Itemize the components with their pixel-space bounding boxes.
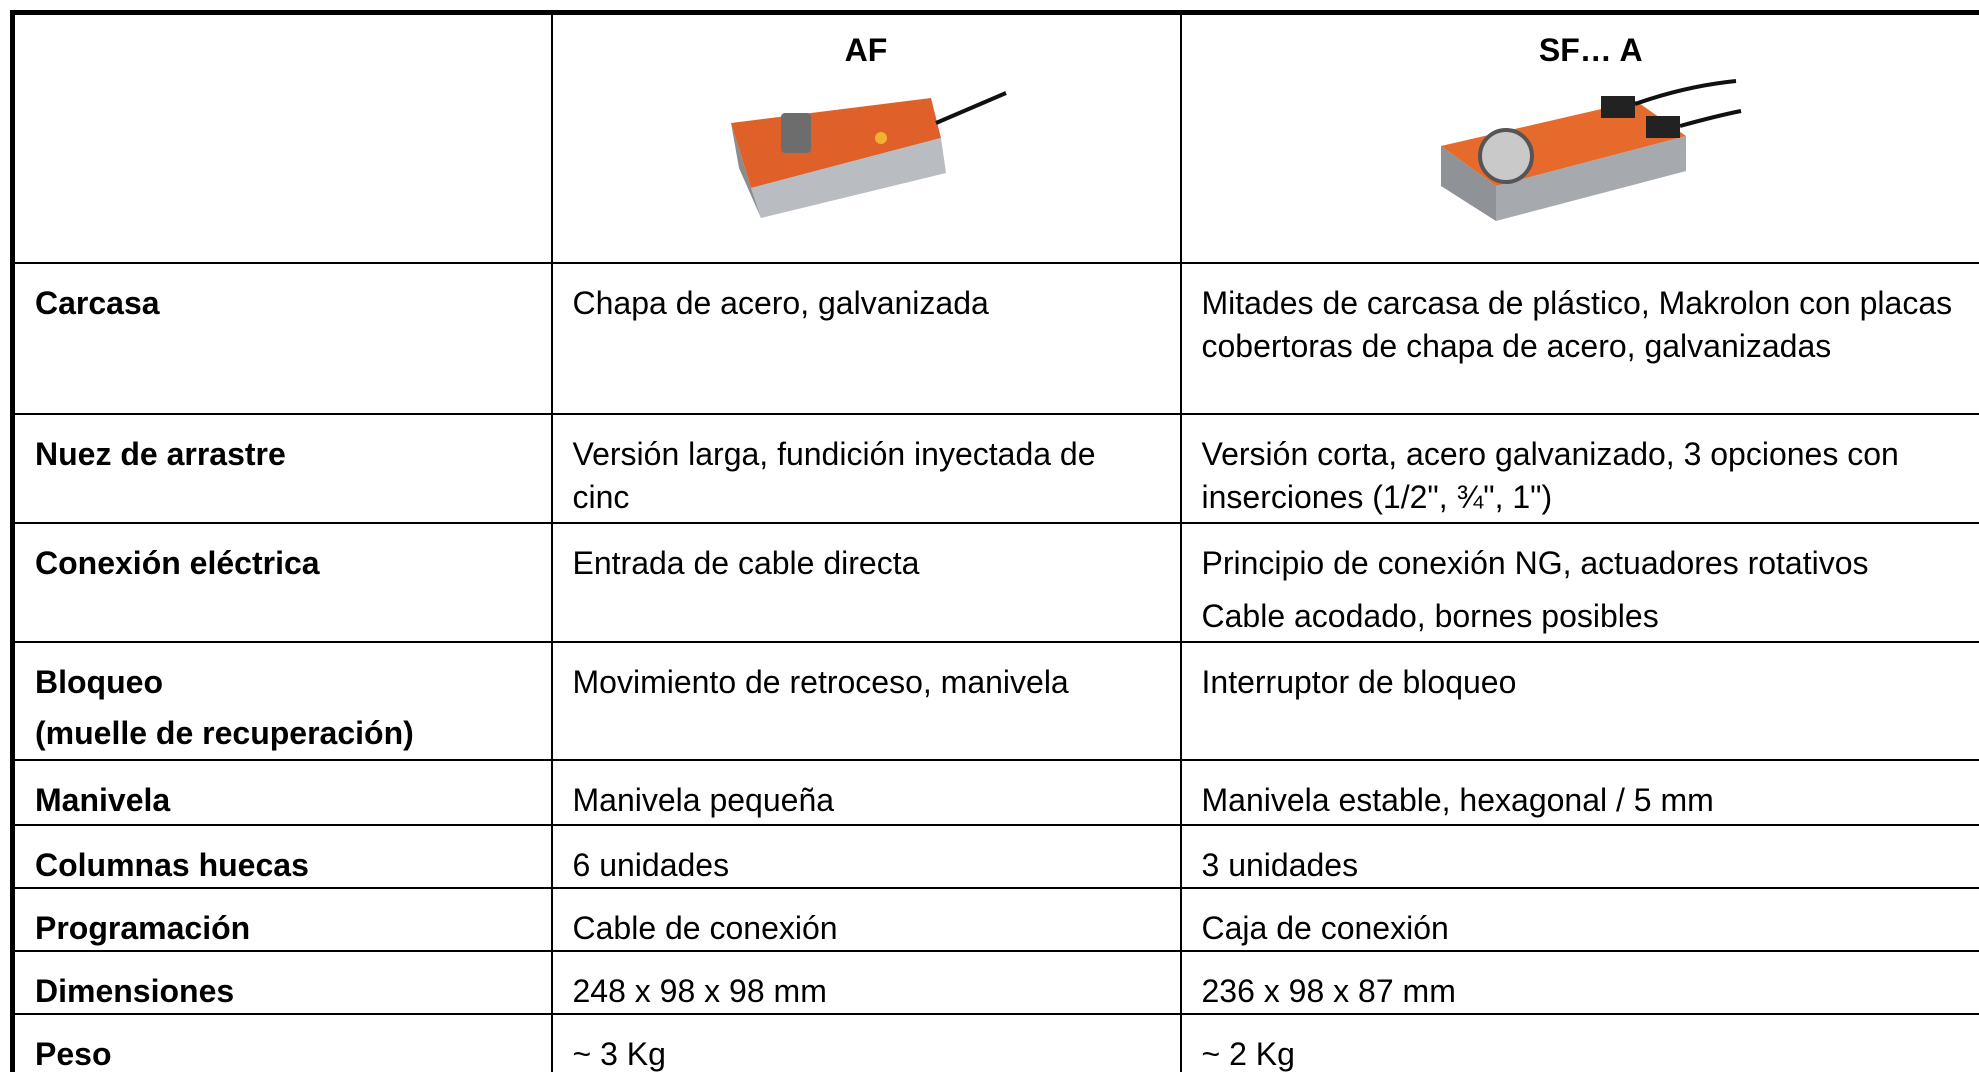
sf-cell: Mitades de carcasa de plástico, Makrolon… bbox=[1179, 261, 1979, 415]
af-cell: 6 unidades bbox=[550, 823, 1182, 889]
cell-text: Programación bbox=[35, 909, 251, 946]
cell-text: Movimiento de retroceso, manivela bbox=[572, 663, 1069, 700]
cell-text: 3 unidades bbox=[1201, 846, 1359, 883]
row-label: Conexión eléctrica bbox=[11, 521, 553, 643]
cell-text: Mitades de carcasa de plástico, Makrolon… bbox=[1201, 284, 1953, 364]
row-label: Bloqueo (muelle de recuperación) bbox=[11, 640, 553, 761]
header-sf: SF… A bbox=[1538, 32, 1643, 68]
header-cell: AF bbox=[550, 11, 1182, 264]
cell-text: Manivela pequeña bbox=[572, 781, 835, 818]
cell-text: Manivela estable, hexagonal / 5 mm bbox=[1201, 781, 1714, 818]
sf-cell: 236 x 98 x 87 mm bbox=[1179, 949, 1979, 1015]
row-label: Carcasa bbox=[11, 261, 553, 415]
af-cell: Versión larga, fundición inyectada de ci… bbox=[550, 412, 1182, 524]
row-label: Manivela bbox=[11, 758, 553, 826]
table-row: Conexión eléctrica Entrada de cable direc… bbox=[11, 521, 1979, 643]
sf-cell: Versión corta, acero galvanizado, 3 opci… bbox=[1179, 412, 1979, 524]
row-label: Dimensiones bbox=[11, 949, 553, 1015]
af-cell: Movimiento de retroceso, manivela bbox=[550, 640, 1182, 761]
comparison-table: AF SF… A bbox=[10, 10, 1979, 1072]
header-cell: SF… A bbox=[1179, 11, 1979, 264]
empty-cell bbox=[11, 11, 553, 264]
af-cell: Entrada de cable directa bbox=[550, 521, 1182, 643]
header-af: AF bbox=[844, 32, 888, 68]
row-label: Peso bbox=[11, 1012, 553, 1072]
row-label: Programación bbox=[11, 886, 553, 952]
cell-text: Cable acodado, bornes posibles bbox=[1201, 597, 1659, 634]
cell-text: Columnas huecas bbox=[35, 846, 309, 883]
sf-cell: Interruptor de bloqueo bbox=[1179, 640, 1979, 761]
cell-text: Chapa de acero, galvanizada bbox=[572, 284, 989, 321]
row-label: Columnas huecas bbox=[11, 823, 553, 889]
cell-text: Versión corta, acero galvanizado, 3 opci… bbox=[1201, 435, 1899, 515]
af-cell: 248 x 98 x 98 mm bbox=[550, 949, 1182, 1015]
table-row: Manivela Manivela pequeña Manivela estable… bbox=[11, 758, 1979, 826]
af-cell: ~ 3 Kg bbox=[550, 1012, 1182, 1072]
cell-text: Manivela bbox=[35, 781, 171, 818]
table-row: Peso ~ 3 Kg ~ 2 Kg bbox=[11, 1012, 1979, 1072]
cell-text: Bloqueo bbox=[35, 663, 163, 700]
cell-text: (muelle de recuperación) bbox=[35, 714, 414, 751]
cell-text: Conexión eléctrica bbox=[35, 544, 320, 581]
sf-cell: Principio de conexión NG, actuadores rot… bbox=[1179, 521, 1979, 643]
cell-text: ~ 3 Kg bbox=[572, 1035, 666, 1072]
cell-text: Carcasa bbox=[35, 284, 160, 321]
header-row: AF SF… A bbox=[11, 11, 1979, 264]
cell-text: Peso bbox=[35, 1035, 112, 1072]
cell-text: Versión larga, fundición inyectada de ci… bbox=[572, 435, 1096, 515]
cell-text: Dimensiones bbox=[35, 972, 235, 1009]
table-row: Nuez de arrastre Versión larga, fundición… bbox=[11, 412, 1979, 524]
sf-cell: ~ 2 Kg bbox=[1179, 1012, 1979, 1072]
cell-text: Entrada de cable directa bbox=[572, 544, 920, 581]
cell-text: Caja de conexión bbox=[1201, 909, 1449, 946]
table-row: Carcasa Chapa de acero, galvanizada Mitade… bbox=[11, 261, 1979, 415]
table-row: Programación Cable de conexión Caja de con… bbox=[11, 886, 1979, 952]
af-cell: Cable de conexión bbox=[550, 886, 1182, 952]
cell-text: Cable de conexión bbox=[572, 909, 838, 946]
af-cell: Chapa de acero, galvanizada bbox=[550, 261, 1182, 415]
cell-text: ~ 2 Kg bbox=[1201, 1035, 1295, 1072]
table-row: Bloqueo (muelle de recuperación) Movimient… bbox=[11, 640, 1979, 761]
af-image bbox=[731, 91, 1007, 218]
sf-cell: 3 unidades bbox=[1179, 823, 1979, 889]
cell-text: Nuez de arrastre bbox=[35, 435, 286, 472]
sf-cell: Manivela estable, hexagonal / 5 mm bbox=[1179, 758, 1979, 826]
sf-cell: Caja de conexión bbox=[1179, 886, 1979, 952]
cell-text: Interruptor de bloqueo bbox=[1201, 663, 1517, 700]
row-label: Nuez de arrastre bbox=[11, 412, 553, 524]
cell-text: 6 unidades bbox=[572, 846, 730, 883]
cell-text: Principio de conexión NG, actuadores rot… bbox=[1201, 544, 1869, 581]
af-cell: Manivela pequeña bbox=[550, 758, 1182, 826]
cell-text: 248 x 98 x 98 mm bbox=[572, 972, 827, 1009]
sf-image bbox=[1440, 79, 1742, 221]
table-row: Dimensiones 248 x 98 x 98 mm 236 x 98 x 87… bbox=[11, 949, 1979, 1015]
table-row: Columnas huecas 6 unidades 3 unidades bbox=[11, 823, 1979, 889]
cell-text: 236 x 98 x 87 mm bbox=[1201, 972, 1456, 1009]
